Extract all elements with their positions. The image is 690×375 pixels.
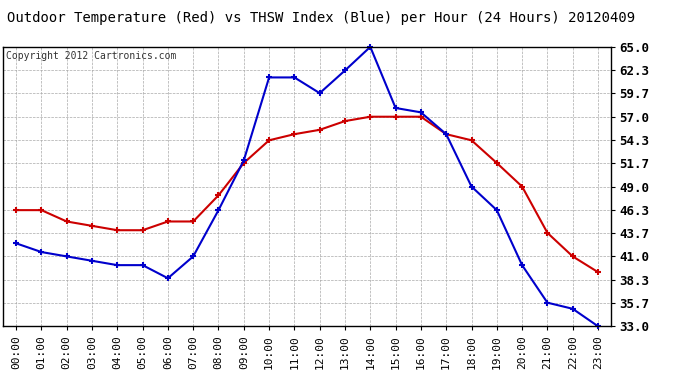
Text: Copyright 2012 Cartronics.com: Copyright 2012 Cartronics.com <box>6 51 177 61</box>
Text: Outdoor Temperature (Red) vs THSW Index (Blue) per Hour (24 Hours) 20120409: Outdoor Temperature (Red) vs THSW Index … <box>7 11 635 25</box>
